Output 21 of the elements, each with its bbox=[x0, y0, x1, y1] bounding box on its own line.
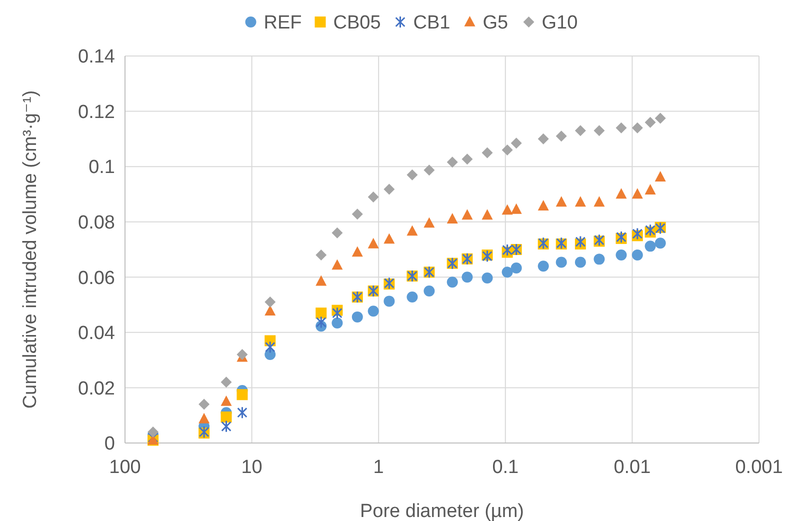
x-tick-label: 100 bbox=[109, 457, 141, 478]
legend-label: G10 bbox=[542, 12, 578, 34]
y-tick-label: 0.02 bbox=[78, 378, 115, 400]
y-tick-label: 0.08 bbox=[78, 212, 115, 234]
x-tick-label: 10 bbox=[241, 457, 262, 478]
x-axis-title: Pore diameter (µm) bbox=[360, 501, 524, 521]
x-tick-label: 0.001 bbox=[735, 457, 783, 478]
y-tick-label: 0.06 bbox=[78, 268, 115, 289]
y-tick-label: 0.1 bbox=[88, 157, 115, 178]
legend-label: CB05 bbox=[333, 12, 381, 34]
y-axis-title: Cumulative intruded volume (cm³·g⁻¹) bbox=[20, 90, 41, 409]
x-tick-label: 0.1 bbox=[492, 457, 519, 478]
legend-label: G5 bbox=[482, 12, 508, 34]
y-tick-label: 0 bbox=[104, 434, 115, 455]
legend-label: CB1 bbox=[413, 12, 450, 34]
legend-label: REF bbox=[264, 12, 302, 34]
x-tick-label: 1 bbox=[373, 457, 384, 478]
y-tick-label: 0.04 bbox=[78, 323, 116, 344]
y-tick-label: 0.14 bbox=[78, 46, 116, 68]
x-tick-label: 0.01 bbox=[614, 457, 651, 478]
y-tick-label: 0.12 bbox=[78, 102, 115, 123]
